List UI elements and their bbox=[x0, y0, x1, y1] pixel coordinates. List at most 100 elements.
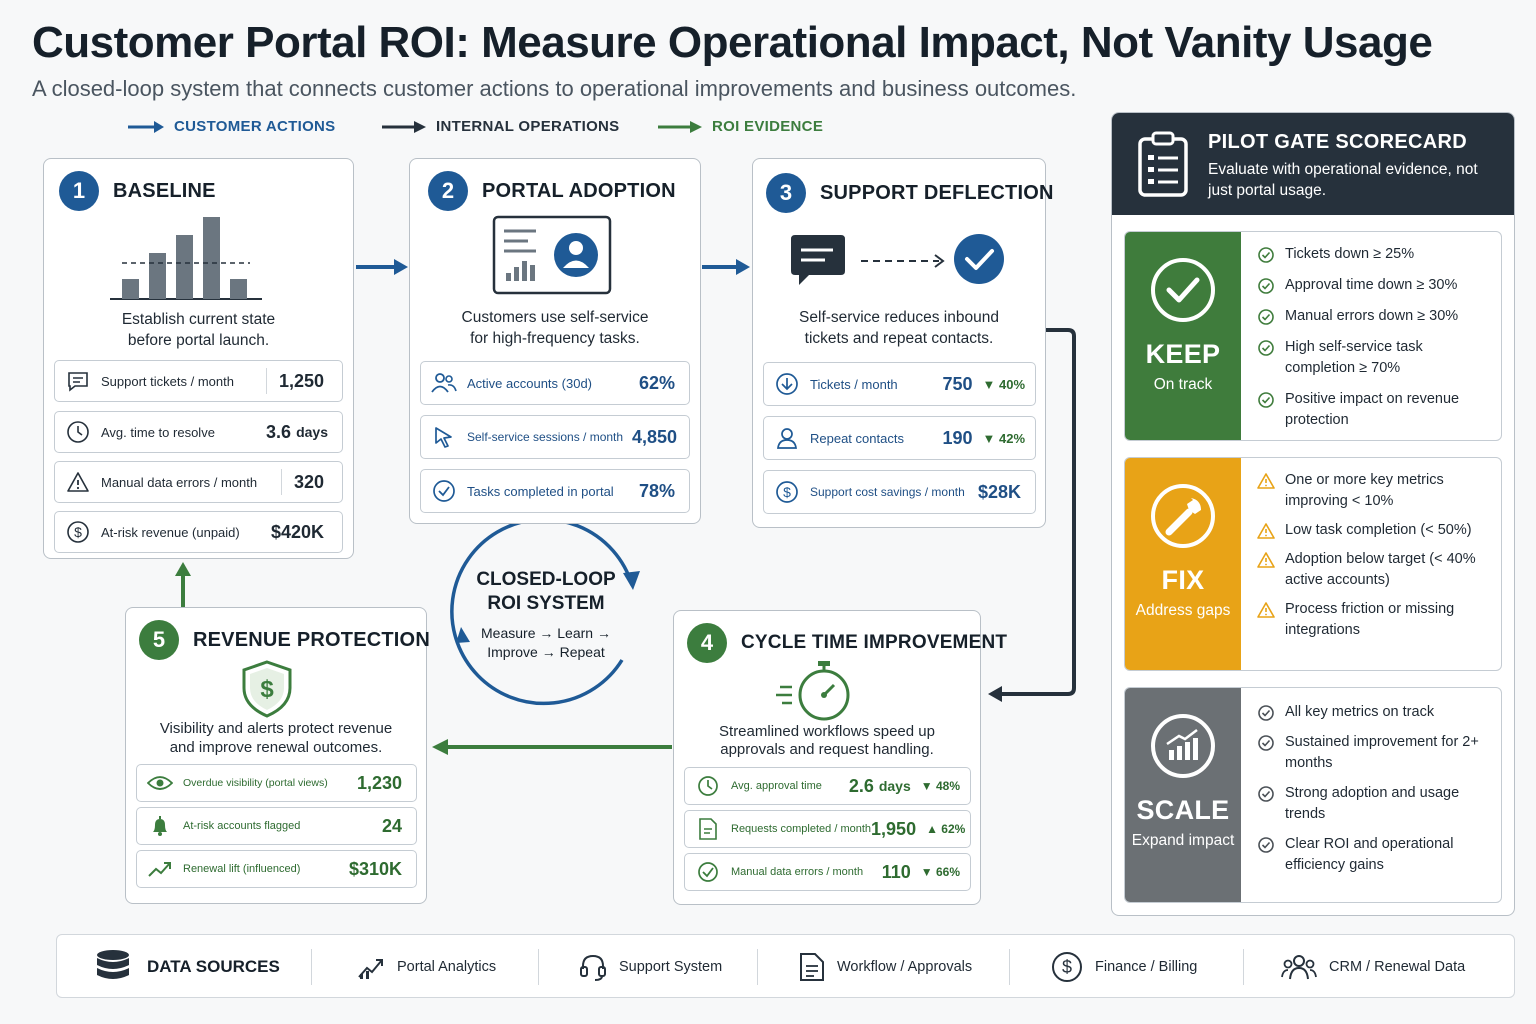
gate-keep-criteria: Tickets down ≥ 25% Approval time down ≥ … bbox=[1257, 244, 1493, 431]
legend-label: ROI EVIDENCE bbox=[712, 118, 824, 135]
source-workflow-approvals: Workflow / Approvals bbox=[799, 935, 972, 999]
growth-chart-icon bbox=[1151, 714, 1215, 778]
support-deflection-card: 3 SUPPORT DEFLECTION Self-service reduce… bbox=[752, 158, 1053, 528]
metric-value: 1,950 bbox=[871, 818, 917, 839]
metric-overdue-visibility: Overdue visibility (portal views) 1,230 bbox=[136, 764, 417, 802]
eye-icon bbox=[147, 770, 173, 796]
dark-arrow-icon bbox=[382, 120, 426, 133]
criterion-item: Clear ROI and operational efficiency gai… bbox=[1257, 834, 1493, 876]
criterion-item: Adoption below target (< 40% active acco… bbox=[1257, 549, 1493, 591]
arrow-2-to-3 bbox=[702, 259, 750, 275]
clock-icon bbox=[65, 419, 91, 445]
arrow-5-to-1 bbox=[175, 562, 191, 607]
metric-tickets-month: Tickets / month 750 ▼ 40% bbox=[763, 362, 1036, 406]
metric-label: At-risk accounts flagged bbox=[183, 820, 301, 832]
check-circle-icon bbox=[695, 859, 721, 885]
arrow-3-to-4 bbox=[988, 328, 1076, 702]
criterion-item: Approval time down ≥ 30% bbox=[1257, 275, 1493, 296]
page-subtitle: A closed-loop system that connects custo… bbox=[32, 76, 1077, 101]
stopwatch-icon bbox=[776, 661, 850, 721]
check-icon bbox=[1258, 340, 1274, 356]
criterion-item: Sustained improvement for 2+ months bbox=[1257, 732, 1493, 774]
warning-icon bbox=[65, 469, 91, 495]
gate-name: SCALE bbox=[1136, 795, 1230, 825]
gate-scale: SCALE Expand impact All key metrics on t… bbox=[1124, 687, 1502, 903]
warning-icon bbox=[1257, 473, 1275, 489]
metric-label: Overdue visibility (portal views) bbox=[183, 777, 328, 789]
metric-label: Repeat contacts bbox=[810, 430, 904, 446]
card-description: Self-service reduces inbound tickets and… bbox=[799, 309, 999, 347]
card-title: SUPPORT DEFLECTION bbox=[820, 181, 1054, 204]
metric-value: 320 bbox=[293, 471, 324, 492]
gate-name: FIX bbox=[1161, 565, 1205, 595]
portal-dashboard-icon bbox=[492, 215, 612, 295]
metric-label: Tasks completed in portal bbox=[467, 483, 614, 499]
gate-scale-badge: SCALE Expand impact bbox=[1125, 688, 1241, 902]
legend-internal-operations: INTERNAL OPERATIONS bbox=[382, 118, 620, 135]
criterion-item: Process friction or missing integrations bbox=[1257, 599, 1493, 641]
criterion-item: Low task completion (< 50%) bbox=[1257, 520, 1493, 541]
source-crm-renewal: CRM / Renewal Data bbox=[1281, 935, 1465, 999]
criterion-item: Tickets down ≥ 25% bbox=[1257, 244, 1493, 265]
clipboard-icon bbox=[1138, 131, 1188, 197]
card-title: CYCLE TIME IMPROVEMENT bbox=[741, 632, 1008, 653]
legend-label: INTERNAL OPERATIONS bbox=[436, 118, 620, 135]
warning-icon bbox=[1257, 523, 1275, 539]
users-icon bbox=[431, 370, 457, 396]
svg-text:$: $ bbox=[783, 484, 791, 500]
criterion-item: All key metrics on track bbox=[1257, 702, 1493, 723]
step-number: 4 bbox=[687, 623, 727, 663]
database-icon bbox=[97, 950, 129, 979]
closed-loop-label: CLOSED-LOOP ROI SYSTEM Measure → Learn → I… bbox=[476, 569, 616, 660]
criterion-item: Positive impact on revenue protection bbox=[1257, 389, 1493, 431]
metric-renewal-lift: Renewal lift (influenced) $310K bbox=[136, 850, 417, 888]
metric-repeat-contacts: Repeat contacts 190 ▼ 42% bbox=[763, 416, 1036, 460]
analytics-icon bbox=[358, 959, 383, 979]
gate-keep-badge: KEEP On track bbox=[1125, 232, 1241, 440]
headset-icon bbox=[580, 954, 606, 981]
card-description: Streamlined workflows speed up approvals… bbox=[719, 723, 935, 758]
svg-text:$: $ bbox=[1062, 957, 1072, 977]
legend-label: CUSTOMER ACTIONS bbox=[174, 118, 336, 135]
document-icon bbox=[695, 816, 721, 842]
metric-value: $310K bbox=[348, 858, 402, 879]
metric-value: $28K bbox=[977, 481, 1021, 502]
source-support-system: Support System bbox=[579, 935, 722, 999]
metric-value: 190 bbox=[942, 427, 973, 448]
metric-value: 62% bbox=[638, 372, 675, 393]
step-number: 5 bbox=[139, 620, 179, 660]
data-sources-bar: DATA SOURCES Portal Analytics Support Sy… bbox=[56, 934, 1515, 998]
metric-value: 750 bbox=[942, 373, 973, 394]
people-icon bbox=[1281, 955, 1317, 980]
arrow-4-to-5 bbox=[432, 739, 672, 755]
clock-icon bbox=[695, 773, 721, 799]
metric-value: 3.6 bbox=[266, 421, 292, 442]
message-icon bbox=[65, 368, 91, 394]
metric-support-cost-savings: $ Support cost savings / month $28K bbox=[763, 470, 1036, 514]
metric-value: 24 bbox=[381, 815, 402, 836]
metric-value: 1,230 bbox=[356, 772, 402, 793]
dollar-icon: $ bbox=[1052, 952, 1082, 982]
metric-delta: ▼ 42% bbox=[982, 430, 1026, 446]
scorecard-subtitle: Evaluate with operational evidence, not … bbox=[1208, 161, 1478, 199]
check-icon bbox=[1258, 247, 1274, 263]
pilot-gate-scorecard: PILOT GATE SCORECARD Evaluate with opera… bbox=[1111, 112, 1515, 916]
metric-delta: ▼ 40% bbox=[982, 376, 1026, 392]
cycle-time-card: 4 CYCLE TIME IMPROVEMENT Streamlined wor… bbox=[673, 610, 1007, 905]
criterion-item: Manual errors down ≥ 30% bbox=[1257, 306, 1493, 327]
metric-delta: ▼ 66% bbox=[920, 865, 960, 879]
legend-roi-evidence: ROI EVIDENCE bbox=[658, 118, 823, 135]
card-description: Customers use self-service for high-freq… bbox=[461, 309, 649, 347]
revenue-protection-card: 5 REVENUE PROTECTION $ Visibility and al… bbox=[125, 607, 430, 904]
metric-unit: days bbox=[878, 778, 911, 794]
card-description: Establish current state before portal la… bbox=[121, 311, 276, 349]
criterion-item: One or more key metrics improving < 10% bbox=[1257, 470, 1493, 512]
step-number: 1 bbox=[59, 171, 99, 211]
metric-value: 4,850 bbox=[631, 426, 677, 447]
portal-adoption-card: 2 PORTAL ADOPTION Customers use self-ser… bbox=[409, 158, 701, 524]
metric-label: Manual data errors / month bbox=[731, 866, 864, 878]
shield-dollar-icon: $ bbox=[242, 660, 292, 718]
criterion-item: Strong adoption and usage trends bbox=[1257, 783, 1493, 825]
metric-value: 2.6 bbox=[848, 775, 874, 796]
